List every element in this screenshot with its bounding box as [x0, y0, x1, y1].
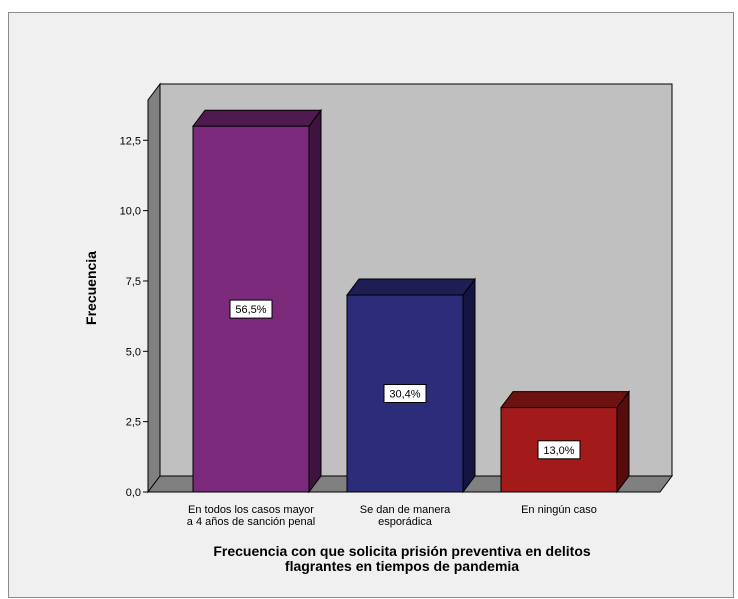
x-tick-label: En ningún caso: [521, 504, 597, 516]
labels: 0,0 2,5 5,0 7,5 10,0 12,5 56,5% En todos los ca…: [83, 135, 597, 574]
y-tick-label: 12,5: [120, 135, 141, 147]
data-label: 30,4%: [389, 389, 420, 401]
y-tick-label: 2,5: [126, 417, 141, 429]
x-axis-label: Frecuencia con que solicita prisión prev…: [213, 543, 591, 559]
y-tick-label: 7,5: [126, 276, 141, 288]
bar-side: [462, 277, 476, 494]
x-tick-label: a 4 años de sanción penal: [187, 516, 315, 528]
bars: [192, 108, 630, 494]
plot-left-wall: [147, 82, 161, 494]
data-label: 56,5%: [235, 304, 266, 316]
bar-top: [192, 109, 322, 127]
x-tick-label: esporádica: [378, 516, 433, 528]
y-tick-label: 0,0: [126, 487, 141, 499]
y-axis-label: Frecuencia: [83, 251, 99, 325]
bar-side: [616, 390, 630, 494]
y-tick-label: 10,0: [120, 206, 141, 218]
x-tick-label: Se dan de manera: [360, 504, 451, 516]
bar-top: [500, 391, 630, 409]
data-label-box: [229, 299, 273, 319]
data-label: 13,0%: [543, 445, 574, 457]
bar-top: [346, 278, 476, 296]
y-tick-label: 5,0: [126, 346, 141, 358]
data-label-box: [383, 384, 427, 404]
bar-side: [308, 108, 322, 494]
data-label-box: [537, 440, 581, 460]
x-axis-label: flagrantes en tiempos de pandemia: [285, 558, 519, 574]
x-tick-label: En todos los casos mayor: [188, 504, 314, 516]
